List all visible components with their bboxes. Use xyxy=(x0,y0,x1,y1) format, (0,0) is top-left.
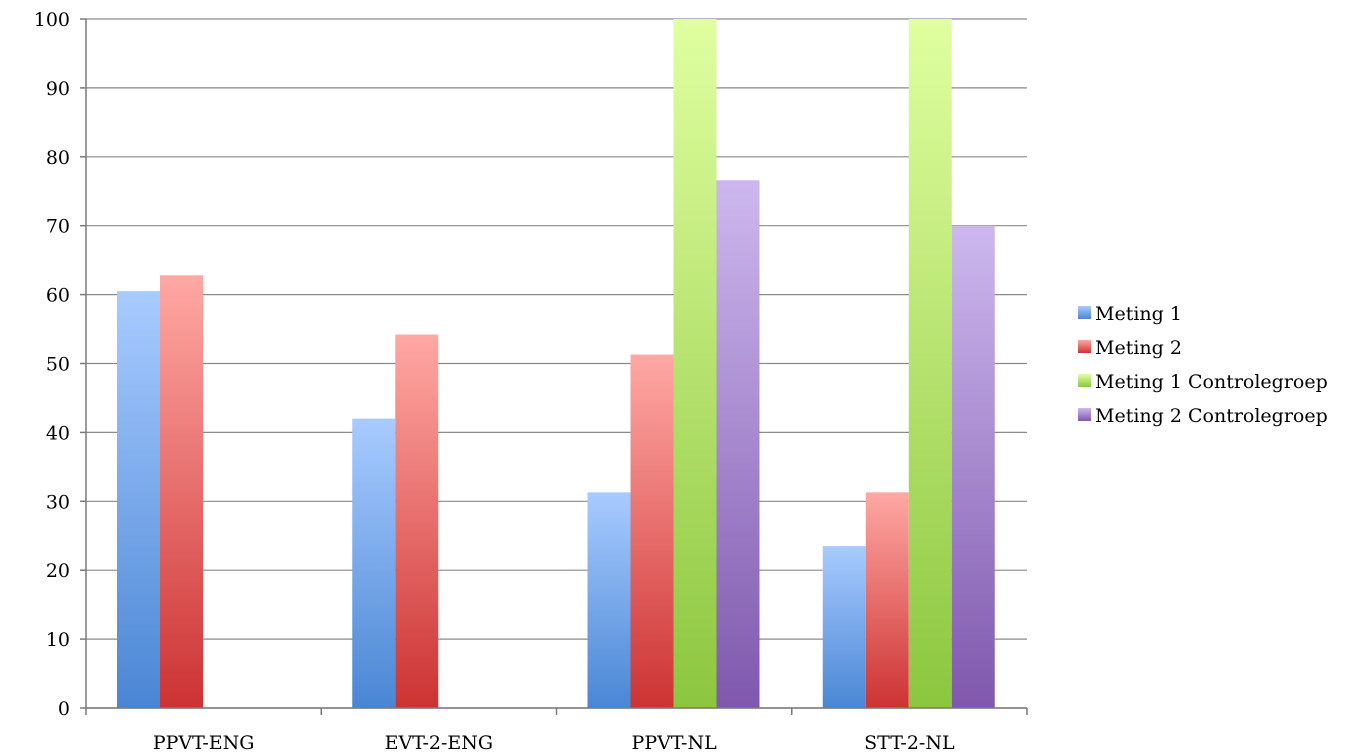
bar-meting-2-controlegroep-ppvt-nl xyxy=(716,180,760,708)
x-category-labels: PPVT-ENG EVT-2-ENG PPVT-NL STT-2-NL xyxy=(153,732,955,754)
legend-swatch-meting-2-controlegroep xyxy=(1078,408,1091,421)
bar-meting-1-stt-2-nl xyxy=(822,546,866,708)
y-tick-label: 0 xyxy=(58,698,70,720)
legend-label-meting-2-controlegroep: Meting 2 Controlegroep xyxy=(1095,405,1328,427)
y-tick-label: 60 xyxy=(46,285,70,307)
bar-meting-1-ppvt-nl xyxy=(587,492,631,708)
bar-meting-2-stt-2-nl xyxy=(865,492,909,708)
y-tick-label: 70 xyxy=(46,216,70,238)
legend: Meting 1 Meting 2 Meting 1 Controlegroep Me… xyxy=(1078,303,1328,427)
bar-meting-1-controlegroep-stt-2-nl xyxy=(908,19,952,708)
y-tick-label: 100 xyxy=(34,9,70,31)
legend-swatch-meting-2 xyxy=(1078,340,1091,353)
bar-meting-2-evt-2-eng xyxy=(395,334,439,708)
y-tick-label: 10 xyxy=(46,629,70,651)
bar-meting-2-controlegroep-stt-2-nl xyxy=(951,225,995,708)
legend-label-meting-1-controlegroep: Meting 1 Controlegroep xyxy=(1095,371,1328,393)
x-category-label: EVT-2-ENG xyxy=(385,732,493,754)
bars xyxy=(117,19,995,708)
legend-label-meting-2: Meting 2 xyxy=(1095,337,1182,359)
legend-swatch-meting-1-controlegroep xyxy=(1078,374,1091,387)
y-tick-labels: 0 10 20 30 40 50 60 70 80 90 100 xyxy=(34,9,70,720)
y-tick-label: 20 xyxy=(46,560,70,582)
y-tick-label: 40 xyxy=(46,422,70,444)
y-tick-label: 50 xyxy=(46,354,70,376)
bar-meting-1-ppvt-eng xyxy=(117,291,160,708)
bar-meting-1-controlegroep-ppvt-nl xyxy=(673,19,717,708)
legend-swatch-meting-1 xyxy=(1078,306,1091,319)
axes xyxy=(80,18,1028,715)
x-category-label: STT-2-NL xyxy=(864,732,955,754)
y-tick-label: 30 xyxy=(46,491,70,513)
y-tick-label: 80 xyxy=(46,147,70,169)
y-tick-label: 90 xyxy=(46,78,70,100)
bar-meting-2-ppvt-eng xyxy=(160,275,203,708)
x-category-label: PPVT-ENG xyxy=(153,732,255,754)
bar-meting-1-evt-2-eng xyxy=(352,418,396,708)
gridlines xyxy=(86,18,1027,709)
legend-label-meting-1: Meting 1 xyxy=(1095,303,1182,325)
bar-meting-2-ppvt-nl xyxy=(630,354,674,708)
x-category-label: PPVT-NL xyxy=(632,732,718,754)
